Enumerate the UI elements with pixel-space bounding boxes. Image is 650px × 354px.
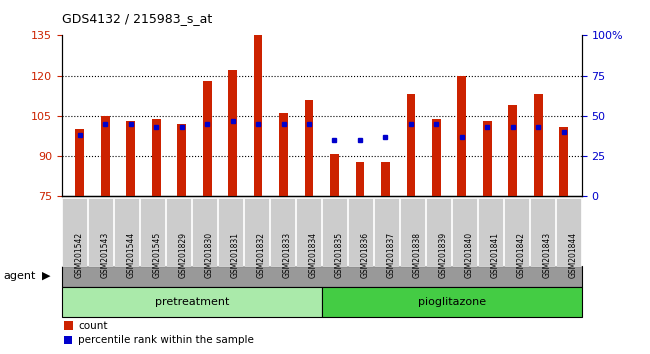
Text: GSM201829: GSM201829 [179, 232, 188, 278]
Bar [279, 113, 288, 196]
Text: pioglitazone: pioglitazone [418, 297, 486, 307]
Bar [458, 76, 467, 196]
Bar [508, 105, 517, 196]
Bar [483, 121, 492, 196]
Text: GSM201842: GSM201842 [517, 232, 526, 278]
Text: GSM201841: GSM201841 [491, 232, 500, 278]
Bar [560, 127, 568, 196]
Text: GSM201833: GSM201833 [283, 232, 292, 278]
Text: GSM201835: GSM201835 [335, 232, 344, 278]
Text: GSM201545: GSM201545 [153, 232, 162, 278]
Bar [432, 119, 441, 196]
Bar [203, 81, 211, 196]
Bar [126, 121, 135, 196]
Text: GSM201836: GSM201836 [361, 232, 370, 278]
Text: GDS4132 / 215983_s_at: GDS4132 / 215983_s_at [62, 12, 212, 25]
Bar [406, 95, 415, 196]
Bar [356, 161, 365, 196]
Bar [101, 116, 110, 196]
Text: GSM201542: GSM201542 [75, 232, 84, 278]
Bar [75, 129, 84, 196]
Text: GSM201830: GSM201830 [205, 232, 214, 278]
Text: GSM201544: GSM201544 [127, 232, 136, 278]
Text: GSM201844: GSM201844 [569, 232, 578, 278]
Bar [177, 124, 186, 196]
Bar [228, 70, 237, 196]
Bar [254, 33, 263, 196]
Text: percentile rank within the sample: percentile rank within the sample [78, 335, 254, 345]
Bar [151, 119, 161, 196]
Text: GSM201838: GSM201838 [413, 232, 422, 278]
Text: GSM201840: GSM201840 [465, 232, 474, 278]
Text: GSM201543: GSM201543 [101, 232, 110, 278]
Bar [534, 95, 543, 196]
Text: agent: agent [3, 271, 36, 281]
Text: GSM201839: GSM201839 [439, 232, 448, 278]
Text: GSM201834: GSM201834 [309, 232, 318, 278]
Text: GSM201832: GSM201832 [257, 232, 266, 278]
Text: GSM201831: GSM201831 [231, 232, 240, 278]
Bar [330, 154, 339, 196]
Text: pretreatment: pretreatment [155, 297, 229, 307]
Text: count: count [78, 321, 107, 331]
Bar [381, 161, 390, 196]
Bar [305, 100, 313, 196]
Text: GSM201843: GSM201843 [543, 232, 552, 278]
Text: GSM201837: GSM201837 [387, 232, 396, 278]
Text: ▶: ▶ [42, 271, 51, 281]
